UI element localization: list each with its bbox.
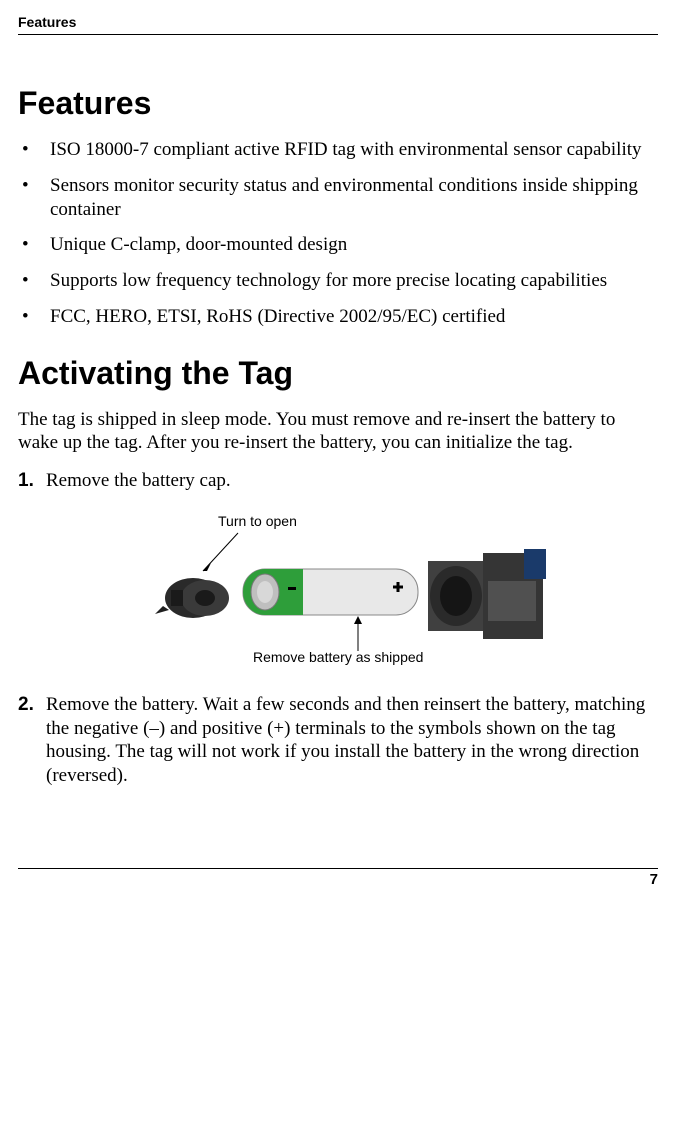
bullet-text: Unique C-clamp, door-mounted design bbox=[50, 233, 347, 257]
running-header-text: Features bbox=[18, 14, 76, 30]
running-header: Features bbox=[18, 14, 658, 35]
step-number: 2. bbox=[18, 693, 46, 788]
bullet-item: • Unique C-clamp, door-mounted design bbox=[18, 233, 658, 257]
bullet-item: • Sensors monitor security status and en… bbox=[18, 174, 658, 222]
step-text: Remove the battery. Wait a few seconds a… bbox=[46, 693, 658, 788]
bullet-text: Sensors monitor security status and envi… bbox=[50, 174, 658, 222]
bullet-marker: • bbox=[18, 305, 50, 329]
activating-heading: Activating the Tag bbox=[18, 355, 658, 392]
features-heading: Features bbox=[18, 85, 658, 122]
bullet-marker: • bbox=[18, 269, 50, 293]
bullet-item: • FCC, HERO, ETSI, RoHS (Directive 2002/… bbox=[18, 305, 658, 329]
activating-intro: The tag is shipped in sleep mode. You mu… bbox=[18, 408, 658, 456]
features-bullet-list: • ISO 18000-7 compliant active RFID tag … bbox=[18, 138, 658, 329]
step-item: 1. Remove the battery cap. bbox=[18, 469, 658, 493]
bullet-text: Supports low frequency technology for mo… bbox=[50, 269, 607, 293]
bullet-item: • ISO 18000-7 compliant active RFID tag … bbox=[18, 138, 658, 162]
bullet-item: • Supports low frequency technology for … bbox=[18, 269, 658, 293]
figure-label-bottom: Remove battery as shipped bbox=[253, 649, 423, 665]
page-footer: 7 bbox=[18, 868, 658, 888]
battery-diagram-svg bbox=[123, 511, 553, 671]
bullet-marker: • bbox=[18, 138, 50, 162]
step-number: 1. bbox=[18, 469, 46, 493]
battery-figure: Turn to open Remove battery as shipped bbox=[18, 511, 658, 671]
bullet-text: FCC, HERO, ETSI, RoHS (Directive 2002/95… bbox=[50, 305, 505, 329]
step-item: 2. Remove the battery. Wait a few second… bbox=[18, 693, 658, 788]
figure-label-top: Turn to open bbox=[218, 513, 297, 529]
page-number: 7 bbox=[650, 871, 658, 888]
bullet-marker: • bbox=[18, 174, 50, 222]
bullet-marker: • bbox=[18, 233, 50, 257]
step-text: Remove the battery cap. bbox=[46, 469, 231, 493]
bullet-text: ISO 18000-7 compliant active RFID tag wi… bbox=[50, 138, 642, 162]
